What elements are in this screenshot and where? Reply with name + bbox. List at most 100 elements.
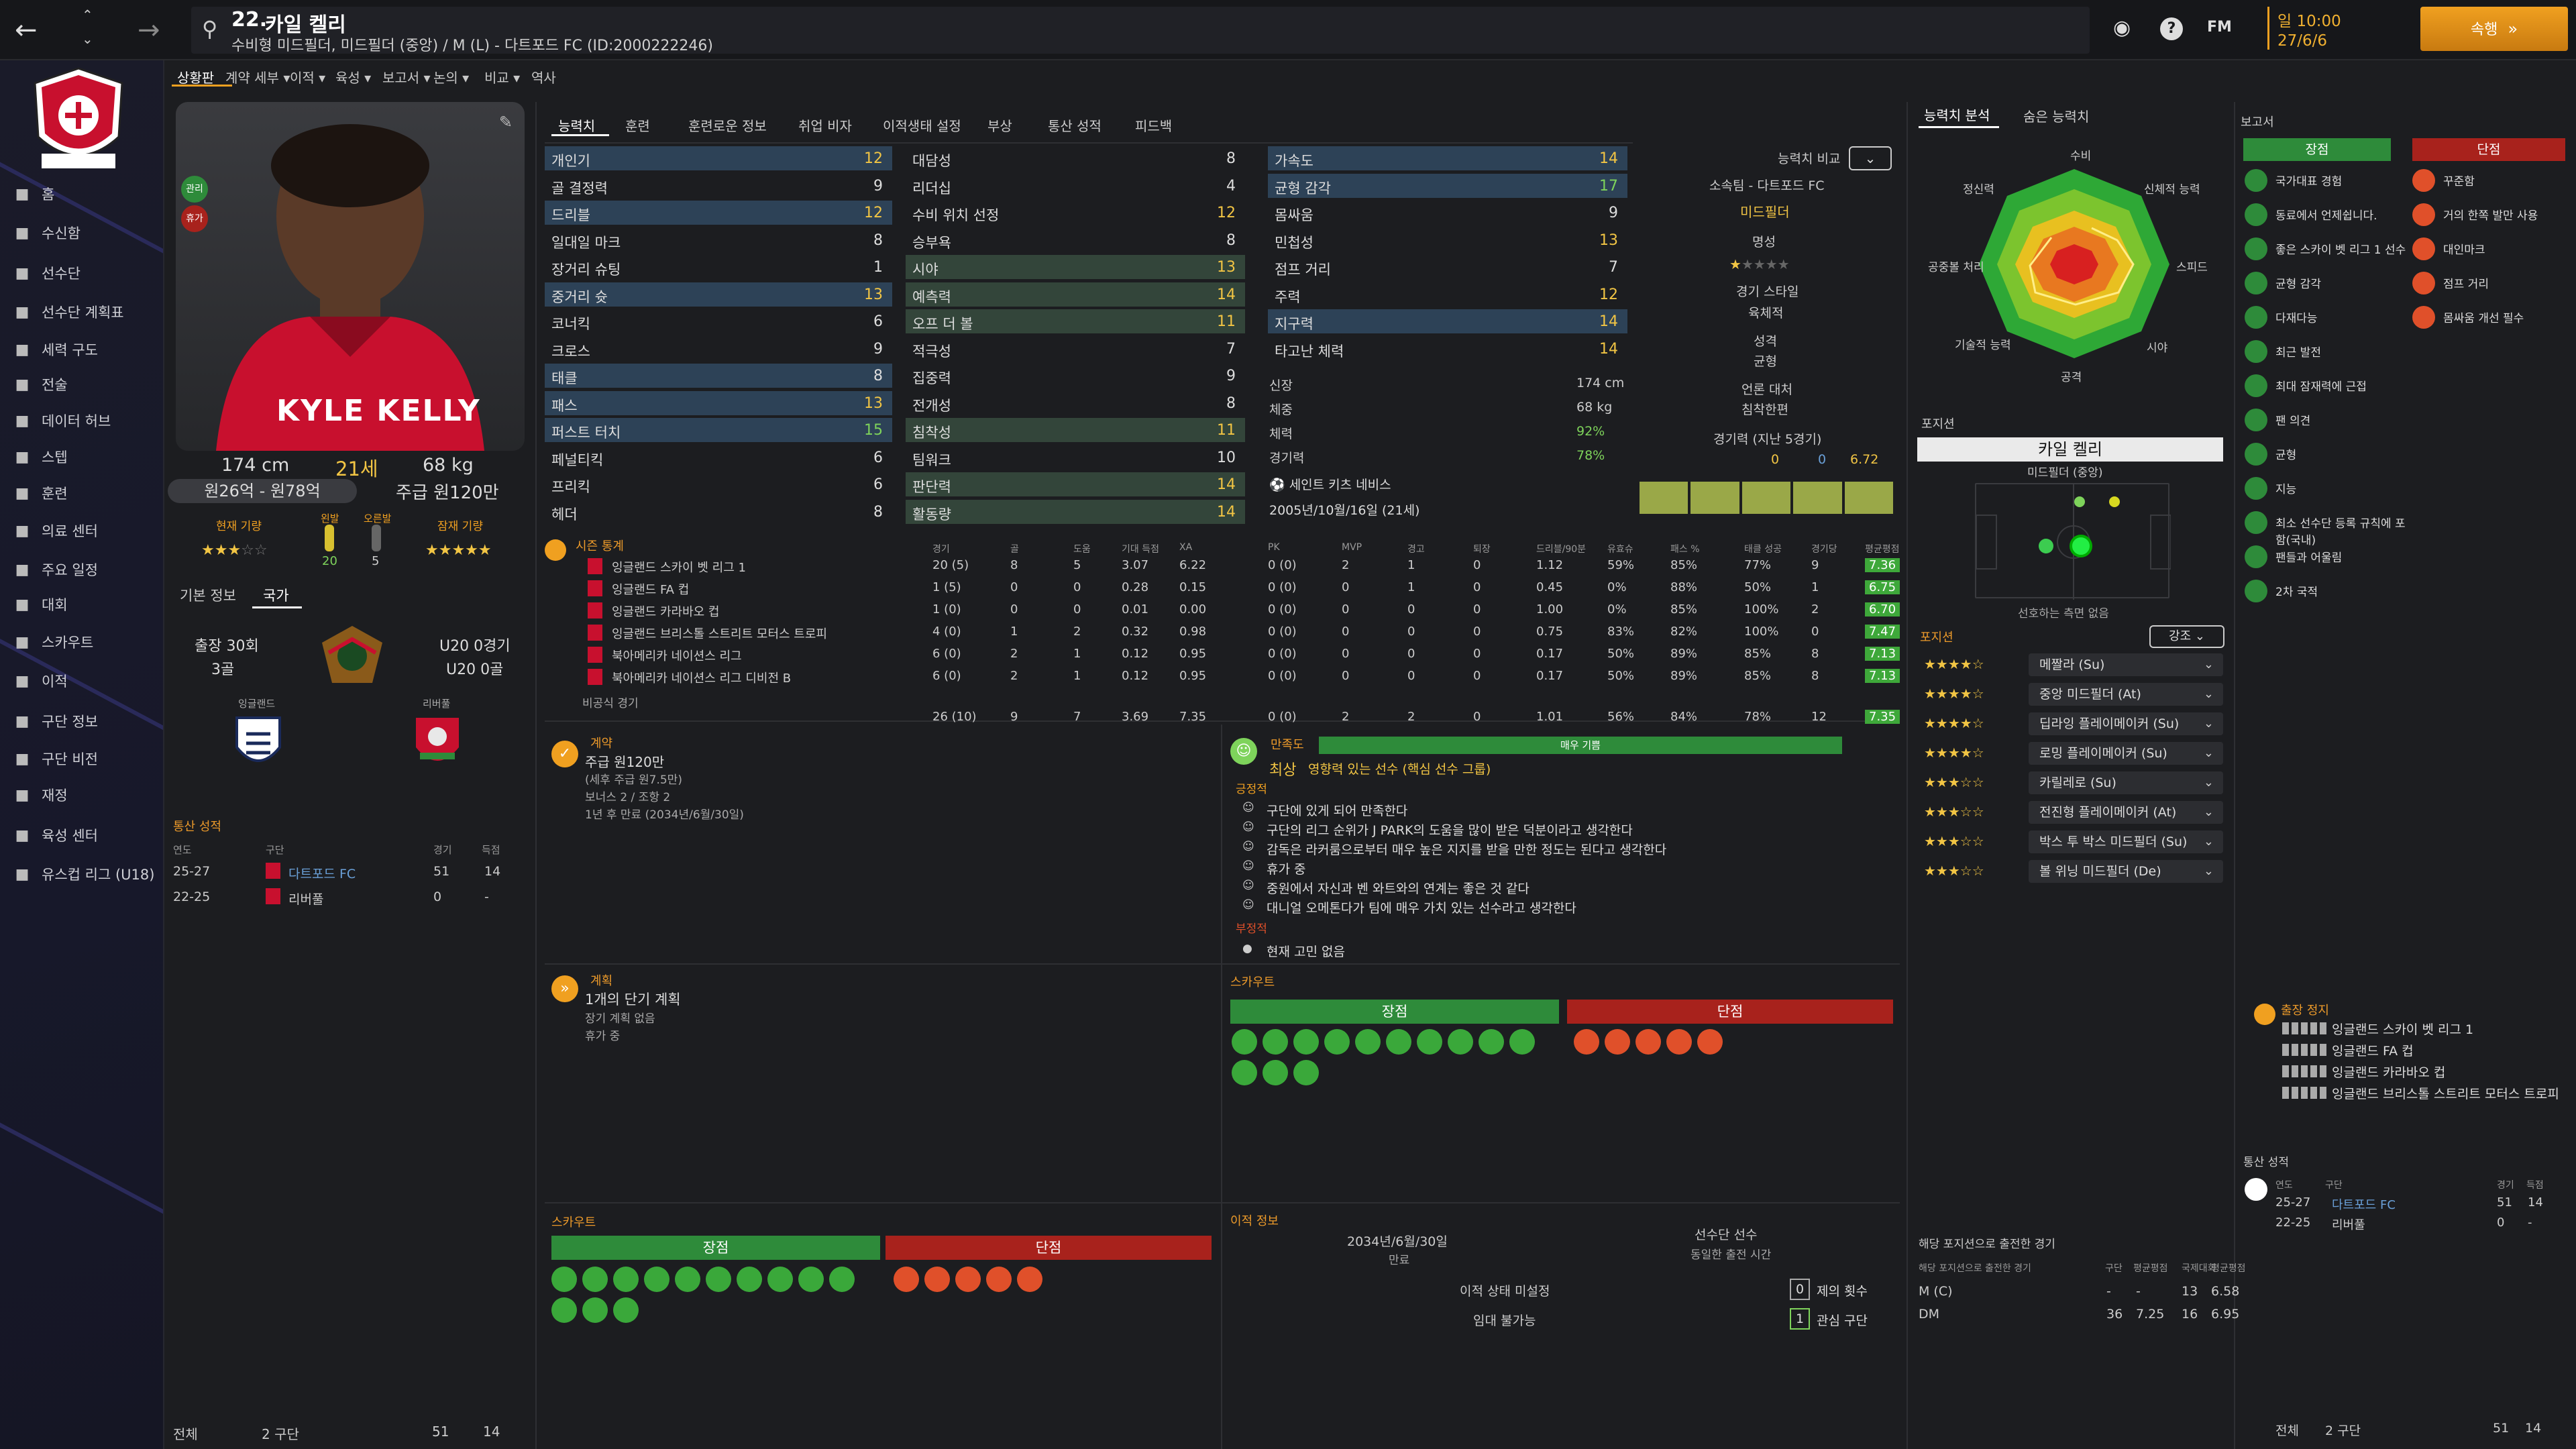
role-7[interactable]: 볼 위닝 미드필더 (De) ⌄ — [2029, 860, 2223, 883]
phys-value: 13 — [1599, 231, 1618, 249]
liverpool-crest[interactable] — [411, 714, 464, 774]
attr-tab-5[interactable]: 부상 — [987, 118, 1012, 134]
sidebar-item-18[interactable]: ■ 유스컵 리그 (U18) — [12, 859, 155, 890]
ment-name: 시야 — [912, 262, 938, 278]
stats-comp[interactable]: 북아메리카 네이션스 리그 — [612, 649, 742, 663]
chevron-down-icon[interactable]: ⌄ — [82, 31, 93, 47]
help-icon[interactable]: ? — [2160, 17, 2183, 40]
back-icon[interactable]: ← — [15, 15, 38, 46]
tab-basic-info[interactable]: 기본 정보 — [180, 588, 236, 604]
ment-row: 수비 위치 선정 12 — [906, 201, 1245, 225]
subnav-0[interactable]: 상황판 — [177, 70, 215, 86]
role-4[interactable]: 카릴레로 (Su) ⌄ — [2029, 771, 2223, 794]
subnav-3[interactable]: 육성 ▾ — [335, 70, 372, 86]
transfer-status-sub: 동일한 출전 시간 — [1690, 1248, 1772, 1262]
stats-comp[interactable]: 잉글랜드 브리스톨 스트리트 모터스 트로피 — [612, 627, 827, 641]
stats-cell: 6 (0) — [932, 669, 961, 683]
position-player-name: 카일 켈리 — [1917, 437, 2223, 462]
radar-label: 시야 — [2147, 341, 2168, 355]
happiness-title[interactable]: 만족도 — [1271, 738, 1304, 752]
role-1[interactable]: 중앙 미드필더 (At) ⌄ — [2029, 683, 2223, 706]
sidebar-item-0[interactable]: ■ 홈 — [12, 178, 55, 209]
sidebar-item-7[interactable]: ■ 스텝 — [12, 441, 68, 472]
sidebar-item-5[interactable]: ■ 전술 — [12, 369, 68, 400]
plans-title[interactable]: 계획 — [590, 974, 613, 988]
search-icon[interactable]: ⚲ — [202, 16, 218, 42]
radar-tab-hidden[interactable]: 숨은 능력치 — [2023, 109, 2090, 125]
sidebar-item-17[interactable]: ■ 육성 센터 — [12, 820, 98, 851]
scout-title[interactable]: 스카우트 — [1230, 975, 1275, 989]
sidebar-item-15[interactable]: ■ 구단 비전 — [12, 743, 98, 774]
sidebar-item-4[interactable]: ■ 세력 구도 — [12, 334, 98, 365]
sidebar-item-8[interactable]: ■ 훈련 — [12, 478, 68, 508]
attr-tab-0[interactable]: 능력치 — [558, 118, 596, 134]
attr-tab-7[interactable]: 피드백 — [1135, 118, 1173, 134]
england-crest[interactable] — [231, 714, 285, 774]
stats-comp[interactable]: 잉글랜드 카라바오 컵 — [612, 605, 720, 619]
scout2-title[interactable]: 스카우트 — [551, 1216, 596, 1230]
sidebar-item-14[interactable]: ■ 구단 정보 — [12, 706, 98, 737]
role-2[interactable]: 딥라잉 플레이메이커 (Su) ⌄ — [2029, 712, 2223, 735]
world-icon[interactable]: ◉ — [2113, 16, 2131, 40]
fm-logo[interactable]: FM — [2207, 19, 2232, 36]
sidebar-item-10[interactable]: ■ 주요 일정 — [12, 554, 98, 585]
status-badge-holiday[interactable]: 휴가 — [181, 205, 208, 232]
ment-name: 수비 위치 선정 — [912, 207, 1000, 223]
sidebar-item-3[interactable]: ■ 선수단 계획표 — [12, 297, 124, 327]
scout-strength-icon — [582, 1267, 608, 1292]
attr-tab-2[interactable]: 훈련로운 정보 — [688, 118, 767, 134]
attr-tab-1[interactable]: 훈련 — [625, 118, 650, 134]
fame-label: 명성 — [1752, 235, 1776, 250]
sidebar-item-13[interactable]: ■ 이적 — [12, 665, 68, 696]
edit-icon[interactable]: ✎ — [498, 113, 513, 131]
roles-title[interactable]: 포지션 — [1920, 631, 1953, 645]
career-club[interactable]: 리버풀 — [288, 892, 324, 907]
sidebar-item-9[interactable]: ■ 의료 센터 — [12, 515, 98, 546]
sidebar-item-1[interactable]: ■ 수신함 — [12, 217, 80, 248]
role-3[interactable]: 로밍 플레이메이커 (Su) ⌄ — [2029, 742, 2223, 765]
contract-title[interactable]: 계약 — [590, 737, 613, 751]
chevron-up-icon[interactable]: ⌃ — [82, 7, 93, 23]
continue-button[interactable]: 속행 » — [2420, 7, 2568, 51]
subnav-7[interactable]: 역사 — [531, 70, 556, 86]
career-club[interactable]: 다트포드 FC — [288, 867, 356, 881]
highlight-dropdown[interactable]: 강조 ⌄ — [2149, 625, 2224, 648]
role-5[interactable]: 전진형 플레이메이커 (At) ⌄ — [2029, 801, 2223, 824]
sidebar-item-11[interactable]: ■ 대회 — [12, 589, 68, 620]
club-crest[interactable] — [28, 63, 129, 177]
attr-tab-4[interactable]: 이적생태 설정 — [883, 118, 961, 134]
compare-dropdown[interactable]: ⌄ — [1849, 146, 1892, 170]
stats-cell: 0 — [1073, 580, 1081, 594]
stats-comp[interactable]: 잉글랜드 스카이 벳 리그 1 — [612, 561, 746, 575]
career-title[interactable]: 통산 성적 — [173, 820, 221, 834]
subnav-2[interactable]: 이적 ▾ — [290, 70, 326, 86]
subnav-5[interactable]: 논의 ▾ — [433, 70, 470, 86]
ment-row: 시야 13 — [906, 255, 1245, 279]
radar-tab-analysis[interactable]: 능력치 분석 — [1924, 107, 1990, 123]
subnav-6[interactable]: 비교 ▾ — [484, 70, 521, 86]
role-6[interactable]: 박스 투 박스 미드필더 (Su) ⌄ — [2029, 830, 2223, 853]
transfer-title[interactable]: 이적 정보 — [1230, 1214, 1279, 1228]
sidebar-item-2[interactable]: ■ 선수단 — [12, 258, 80, 288]
stats-comp[interactable]: 북아메리카 네이션스 리그 디비전 B — [612, 672, 792, 686]
pos-apps-cell: - — [2136, 1284, 2141, 1299]
offers-count[interactable]: 0 — [1790, 1279, 1810, 1300]
attr-tab-3[interactable]: 취업 비자 — [798, 118, 852, 134]
career2-club[interactable]: 리버풀 — [2332, 1218, 2365, 1232]
attr-tab-6[interactable]: 통산 성적 — [1048, 118, 1102, 134]
tab-nation[interactable]: 국가 — [263, 588, 289, 604]
stats-comp[interactable]: 잉글랜드 FA 컵 — [612, 583, 690, 597]
report-strength-icon — [2245, 409, 2267, 431]
status-badge-manage[interactable]: 관리 — [181, 176, 208, 203]
role-0[interactable]: 메짤라 (Su) ⌄ — [2029, 653, 2223, 676]
forward-icon[interactable]: → — [138, 15, 160, 46]
stats-cell: 7.47 — [1865, 625, 1900, 639]
interest-count[interactable]: 1 — [1790, 1308, 1810, 1330]
career2-club[interactable]: 다트포드 FC — [2332, 1198, 2396, 1212]
stats-title[interactable]: 시즌 통계 — [576, 539, 624, 553]
sidebar-item-6[interactable]: ■ 데이터 허브 — [12, 405, 111, 436]
subnav-1[interactable]: 계약 세부 ▾ — [225, 70, 290, 86]
subnav-4[interactable]: 보고서 ▾ — [382, 70, 431, 86]
sidebar-item-16[interactable]: ■ 재정 — [12, 780, 68, 810]
sidebar-item-12[interactable]: ■ 스카우트 — [12, 627, 94, 657]
